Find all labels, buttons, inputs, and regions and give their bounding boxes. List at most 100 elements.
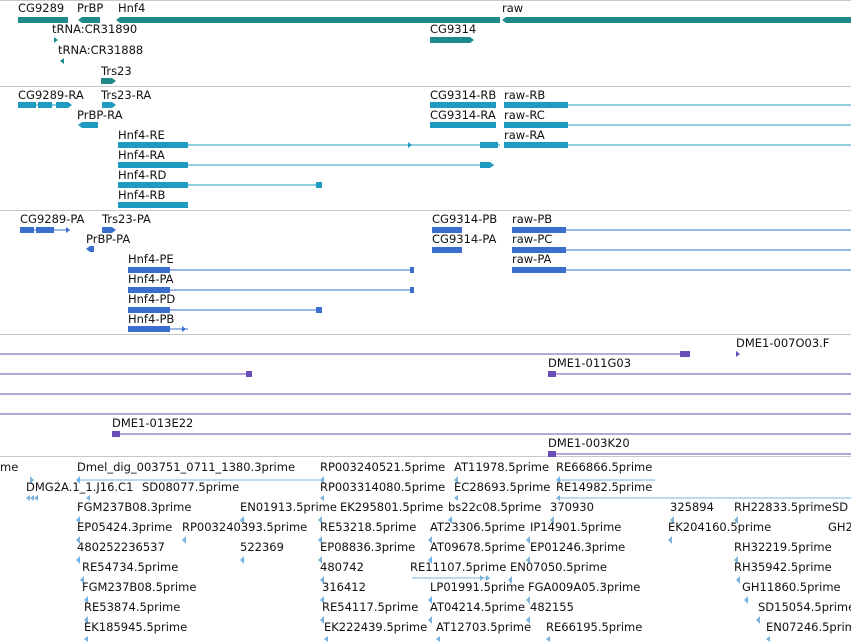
est-label: AT12703.5prime [436, 620, 532, 634]
protein-glyph-raw-pb[interactable] [512, 227, 566, 233]
clone-glyph-007o03[interactable] [736, 351, 740, 357]
protein-glyph-raw-pc[interactable] [512, 247, 566, 253]
transcript-glyph-hnf4-ra[interactable] [118, 162, 188, 168]
transcript-label-raw-rc: raw-RC [504, 108, 545, 122]
est-label: RE14982.5prime [556, 480, 653, 494]
transcript-label-hnf4-ra: Hnf4-RA [118, 148, 165, 162]
est-label: EP05424.3prime [77, 520, 173, 534]
gene-label-hnf4: Hnf4 [118, 1, 146, 15]
est-label: AT09678.5prime [430, 540, 526, 554]
protein-glyph-cg9314-pa[interactable] [432, 247, 462, 253]
est-label: RE54117.5prime [322, 600, 419, 614]
est-label: RE66866.5prime [556, 460, 653, 474]
transcript-label-cg9314-rb: CG9314-RB [430, 88, 497, 102]
gene-label-trna-cr31890: tRNA:CR31890 [52, 22, 138, 36]
clone-glyphs[interactable] [0, 351, 851, 457]
est-label: IP14901.5prime [530, 520, 622, 534]
est-label: SD [832, 500, 849, 514]
transcript-glyph-raw-rc[interactable] [504, 122, 568, 128]
protein-glyph-prbp-pa[interactable] [86, 246, 94, 252]
protein-label-hnf4-pe: Hnf4-PE [128, 252, 174, 266]
est-label: EK185945.5prime [84, 620, 188, 634]
est-label: EK204160.5prime [668, 520, 772, 534]
transcript-label-hnf4-rb: Hnf4-RB [118, 188, 166, 202]
gene-label-cg9314: CG9314 [430, 22, 477, 36]
transcript-label-raw-ra: raw-RA [504, 128, 545, 142]
protein-label-raw-pc: raw-PC [512, 232, 553, 246]
protein-glyph-hnf4-pa[interactable] [128, 287, 170, 293]
gene-glyph-trs23[interactable] [101, 78, 116, 84]
protein-glyph-hnf4-pd[interactable] [128, 307, 170, 313]
transcript-glyph-hnf4-rb[interactable] [118, 202, 188, 208]
est-label: RP003314080.5prime [320, 480, 446, 494]
transcript-track-separator [0, 86, 851, 87]
gene-glyph-trna-cr31888[interactable] [60, 58, 64, 64]
protein-glyph-hnf4-pb[interactable] [128, 326, 170, 332]
protein-glyph-raw-pa[interactable] [512, 267, 566, 273]
transcript-glyph-cg9289-ra[interactable] [18, 102, 36, 108]
transcript-glyphs[interactable] [18, 102, 851, 208]
gene-glyph-prbp[interactable] [78, 17, 100, 23]
protein-glyph-cg9314-pb[interactable] [432, 227, 462, 233]
est-label: FGM237B08.5prime [82, 580, 197, 594]
transcript-glyph-hnf4-rd[interactable] [118, 182, 188, 188]
clone-label-007o03: DME1-007O03.F [736, 336, 830, 350]
transcript-glyph-raw-rb[interactable] [504, 102, 568, 108]
transcript-glyph-hnf4-re[interactable] [118, 142, 188, 148]
est-label: AT11978.5prime [454, 460, 550, 474]
transcript-glyph-raw-ra[interactable] [504, 142, 568, 148]
gene-label-trs23: Trs23 [101, 64, 132, 78]
gene-label-prbp: PrBP [77, 1, 104, 15]
transcript-glyph-prbp-ra[interactable] [78, 122, 98, 128]
transcript-glyph-trs23-ra[interactable] [102, 102, 112, 108]
est-label: EC28693.5prime [454, 480, 551, 494]
est-glyphs[interactable] [26, 476, 851, 642]
gene-glyph-cg9314[interactable] [430, 37, 474, 43]
transcript-label-cg9314-ra: CG9314-RA [430, 108, 496, 122]
est-label: RH35942.5prime [734, 560, 832, 574]
gene-label-cg9289: CG9289 [18, 1, 65, 15]
est-label: 522369 [240, 540, 284, 554]
est-label: FGA009A05.3prime [528, 580, 641, 594]
gene-glyph-hnf4[interactable] [116, 17, 500, 23]
est-label: RP003240521.5prime [320, 460, 446, 474]
gene-track-separator [0, 0, 851, 1]
protein-track-separator [0, 210, 851, 211]
clone-label-003k20: DME1-003K20 [548, 436, 630, 450]
transcript-glyph-cg9314-rb[interactable] [430, 102, 496, 108]
transcript-label-trs23-ra: Trs23-RA [101, 88, 152, 102]
est-label: 325894 [670, 500, 714, 514]
protein-label-trs23-pa: Trs23-PA [102, 212, 151, 226]
est-label: bs22c08.5prime [448, 500, 542, 514]
gene-glyphs[interactable] [18, 17, 851, 84]
est-label: RE66195.5prime [546, 620, 643, 634]
est-label: me [0, 460, 19, 474]
transcript-label-cg9289-ra: CG9289-RA [18, 88, 84, 102]
est-label: DMG2A.1_1.J16.C1 [26, 480, 134, 494]
est-label: EN07246.5prime [766, 620, 851, 634]
gene-label-trna-cr31888: tRNA:CR31888 [58, 43, 144, 57]
transcript-label-hnf4-rd: Hnf4-RD [118, 168, 167, 182]
protein-glyph-cg9289-pa[interactable] [20, 227, 34, 233]
est-label: GH11860.5prime [742, 580, 841, 594]
gene-glyph-raw[interactable] [502, 17, 851, 23]
protein-glyph-trs23-pa[interactable] [102, 227, 112, 233]
gene-glyph-cg9289[interactable] [18, 17, 68, 23]
protein-glyphs[interactable] [20, 227, 851, 332]
transcript-glyph-cg9314-ra[interactable] [430, 122, 496, 128]
est-label: 370930 [550, 500, 594, 514]
protein-glyph-hnf4-pe[interactable] [128, 267, 170, 273]
est-label: RE53874.5prime [84, 600, 181, 614]
gene-label-raw: raw [502, 1, 524, 15]
gene-glyph-trna-cr31890[interactable] [54, 37, 58, 43]
est-label: EK222439.5prime [324, 620, 428, 634]
protein-label-cg9314-pb: CG9314-PB [432, 212, 498, 226]
est-label: RE54734.5prime [82, 560, 179, 574]
est-track-separator [0, 456, 851, 457]
protein-label-raw-pa: raw-PA [512, 252, 552, 266]
transcript-label-hnf4-re: Hnf4-RE [118, 128, 165, 142]
protein-label-raw-pb: raw-PB [512, 212, 553, 226]
est-label: RH32219.5prime [734, 540, 832, 554]
protein-label-cg9289-pa: CG9289-PA [20, 212, 85, 226]
